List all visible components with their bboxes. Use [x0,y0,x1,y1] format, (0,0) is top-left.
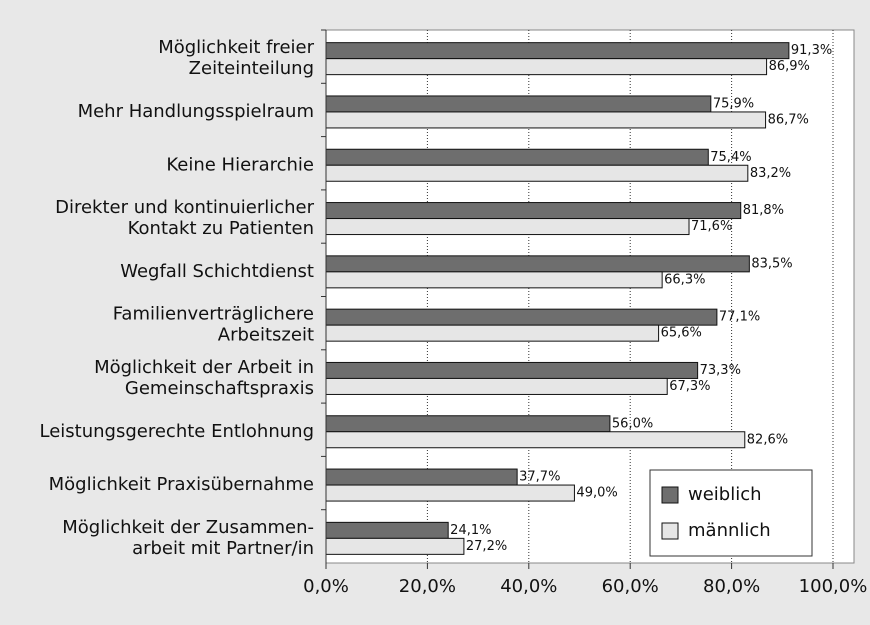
bar [325,42,790,60]
category-label: Mehr Handlungsspielraum [78,101,314,122]
value-label: 75,9% [713,96,754,111]
legend-box [649,469,813,557]
value-label: 65,6% [661,326,702,341]
category-label: Gemeinschaftspraxis [125,378,314,399]
x-tick-label: 40,0% [500,576,557,597]
bar [325,148,709,166]
bar [325,111,767,129]
value-label: 27,2% [466,539,507,554]
bar [325,468,518,486]
bar [325,164,749,182]
value-label: 91,3% [791,43,832,58]
value-label: 86,7% [768,112,809,127]
value-label: 82,6% [747,432,788,447]
category-label: Zeiteinteilung [189,58,314,79]
category-label: Direkter und kontinuierlicher [55,197,315,218]
bar [325,361,699,379]
x-tick-label: 0,0% [303,576,349,597]
category-label: Kontakt zu Patienten [128,218,314,239]
value-label: 83,2% [750,166,791,181]
x-tick-label: 100,0% [799,576,868,597]
category-label: Möglichkeit Praxisübernahme [49,474,314,495]
category-label: Leistungsgerechte Entlohnung [40,421,315,442]
bar [325,324,660,342]
value-label: 67,3% [669,379,710,394]
category-label: Möglichkeit der Zusammen- [62,517,314,538]
value-label: 77,1% [719,310,760,325]
bar [325,271,663,289]
value-label: 81,8% [743,203,784,218]
category-label: Keine Hierarchie [166,154,314,175]
value-label: 86,9% [769,59,810,74]
value-label: 83,5% [751,256,792,271]
bar [325,58,768,76]
legend-swatch [661,522,679,540]
value-label: 24,1% [450,523,491,538]
category-label: Wegfall Schichtdienst [120,261,314,282]
bar [325,484,575,502]
x-tick-label: 80,0% [703,576,760,597]
bar [325,521,449,539]
legend-label: weiblich [688,484,762,505]
bar [325,202,742,220]
value-label: 71,6% [691,219,732,234]
bar [325,431,746,449]
bar [325,95,712,113]
value-label: 56,0% [612,416,653,431]
value-label: 49,0% [576,486,617,501]
x-tick-label: 20,0% [399,576,456,597]
legend-swatch [661,486,679,504]
bar [325,415,611,433]
bar [325,255,750,273]
category-label: arbeit mit Partner/in [132,538,314,559]
bar [325,377,668,395]
bar [325,218,690,236]
category-label: Möglichkeit der Arbeit in [94,357,314,378]
bar [325,537,465,555]
category-label: Arbeitszeit [218,325,314,346]
value-label: 73,3% [700,363,741,378]
x-tick-label: 60,0% [602,576,659,597]
category-label: Möglichkeit freier [158,37,314,58]
legend-label: männlich [688,520,771,541]
value-label: 75,4% [710,150,751,165]
bar [325,308,718,326]
value-label: 37,7% [519,470,560,485]
value-label: 66,3% [664,272,705,287]
category-label: Familienverträglichere [113,304,314,325]
